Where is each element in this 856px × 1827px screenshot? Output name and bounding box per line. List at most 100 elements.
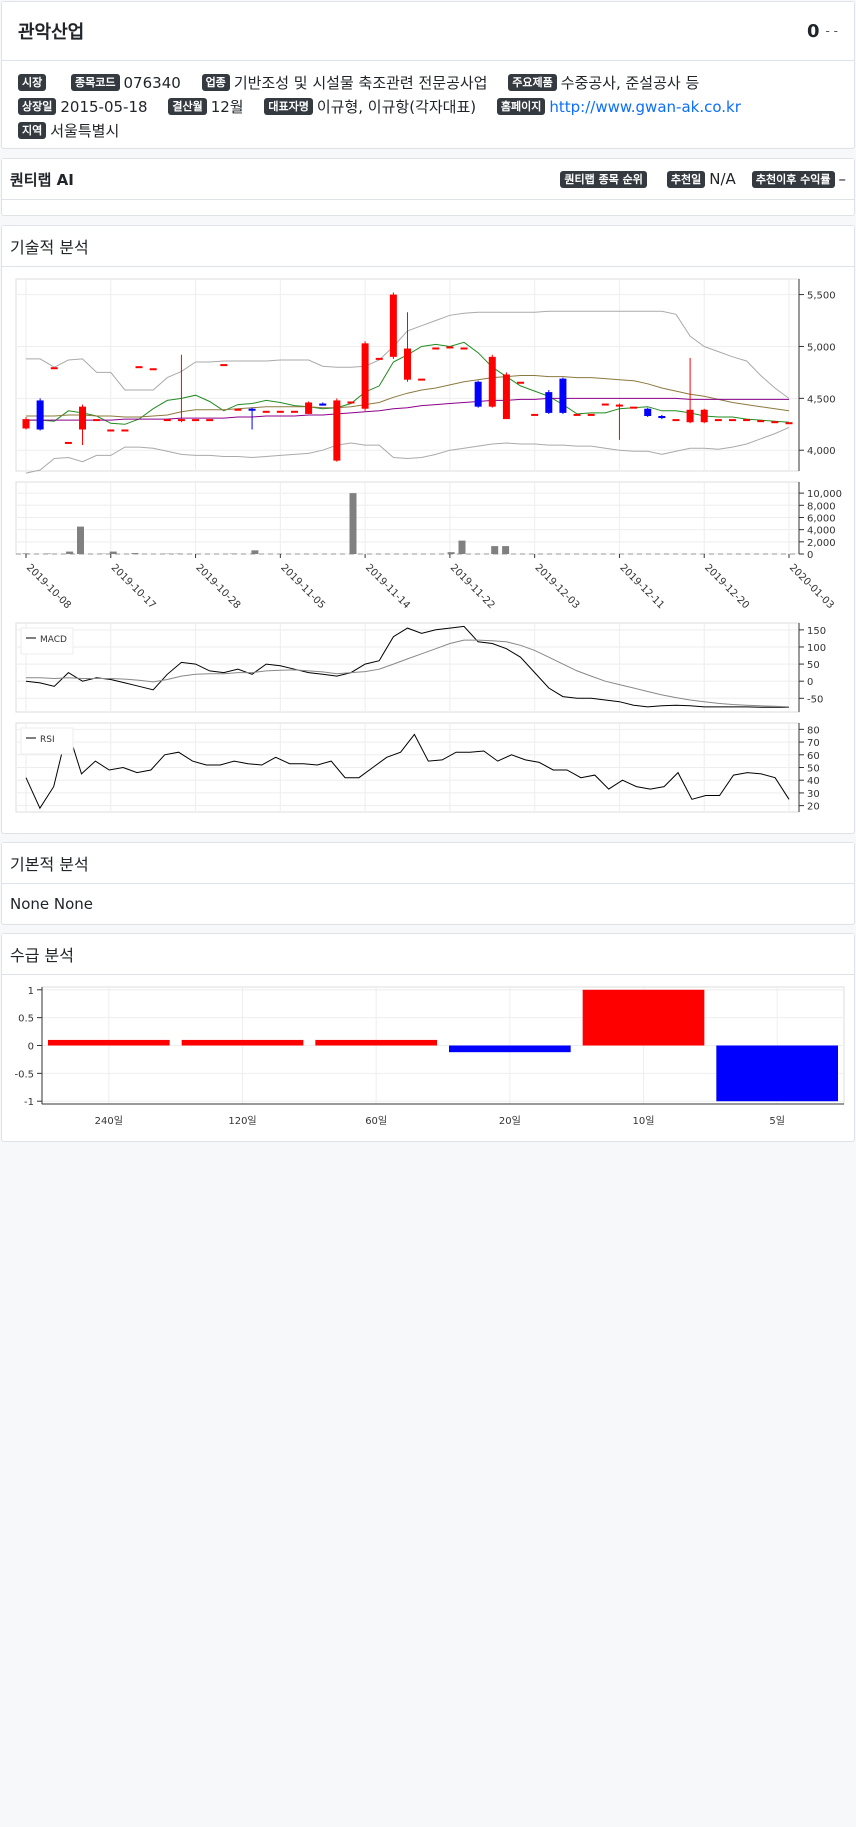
candle-body	[347, 401, 355, 404]
candle-body	[531, 413, 539, 416]
volume-bar	[447, 552, 455, 554]
supply-y-tick-label: 0.5	[18, 1014, 34, 1025]
candle-body	[785, 422, 793, 425]
technical-card: 기술적 분석 5,500 5,000 4,500 4,000 10,000 8,000 6,…	[1, 225, 855, 834]
supply-y-tick-label: -1	[24, 1097, 34, 1108]
rsi-y-tick-label: 70	[807, 738, 820, 749]
supply-x-tick-label: 20일	[499, 1115, 521, 1127]
rsi-y-tick-label: 30	[807, 789, 820, 800]
volume-bar	[491, 546, 499, 554]
supply-bar	[449, 1045, 571, 1053]
candle-body	[502, 374, 510, 420]
industry-badge: 업종	[201, 74, 230, 91]
volume-bar	[22, 553, 30, 554]
supply-x-tick-label: 240일	[95, 1115, 123, 1127]
macd-legend-label: MACD	[40, 635, 67, 645]
macd-series-line	[26, 639, 790, 708]
macd-y-tick-label: 50	[807, 660, 820, 671]
candle-body	[163, 419, 171, 422]
candle-body	[658, 415, 666, 419]
ceo: 이규형, 이규항(각자대표)	[316, 98, 477, 116]
volume-bar	[66, 551, 74, 554]
candle-body	[404, 348, 411, 380]
candle-series-line	[26, 375, 790, 418]
homepage-link[interactable]: http://www.gwan-ak.co.kr	[549, 98, 741, 116]
candle-body	[488, 356, 496, 407]
listing-date: 2015-05-18	[60, 98, 148, 116]
macd-series-line	[25, 625, 789, 708]
candle-body	[375, 357, 383, 360]
candle-y-tick-label: 4,500	[807, 394, 836, 405]
macd-legend-box	[20, 627, 74, 655]
ai-title: 퀀티랩 AI	[10, 170, 74, 189]
supply-bar	[181, 1039, 304, 1046]
volume-bar	[77, 526, 84, 554]
candle-body	[135, 366, 143, 369]
volume-y-tick-label: 8,000	[807, 501, 836, 512]
candle-y-tick-label: 5,500	[807, 291, 836, 302]
rsi-series-line	[25, 727, 790, 810]
region: 서울특별시	[50, 122, 120, 140]
candle-body	[64, 441, 72, 444]
homepage-badge: 홈페이지	[496, 98, 546, 115]
date-tick-label: 2020-01-03	[787, 562, 836, 611]
candle-body	[50, 367, 58, 370]
macd-y-tick-label: -50	[807, 694, 823, 705]
candle-body	[630, 406, 638, 409]
listing-badge: 상장일	[18, 98, 57, 115]
market-badge: 시장	[18, 74, 47, 91]
candle-body	[474, 381, 482, 407]
supply-x-tick-label: 60일	[365, 1115, 387, 1127]
candle-body	[206, 419, 214, 422]
candle-body	[460, 347, 468, 350]
volume-y-tick-label: 4,000	[807, 526, 836, 537]
candle-body	[644, 408, 652, 416]
candle-body	[615, 404, 623, 407]
date-tick-label: 2019-11-22	[448, 562, 497, 611]
candle-body	[319, 403, 327, 406]
volume-y-tick-label: 6,000	[807, 513, 836, 524]
candle-body	[361, 343, 369, 409]
candle-body	[149, 368, 157, 371]
info-line-3: 지역 서울특별시	[18, 120, 135, 141]
rsi-y-tick-label: 50	[807, 764, 820, 775]
macd-y-tick-label: 150	[807, 626, 826, 637]
company-header: 관악산업 0 - -	[2, 2, 854, 61]
candle-body	[587, 413, 595, 416]
candle-body	[446, 346, 454, 349]
volume-y-tick-label: 0	[807, 550, 813, 561]
fundamental-text: None None	[10, 895, 94, 913]
products: 수중공사, 준설공사 등	[560, 74, 700, 92]
rsi-y-tick-label: 40	[807, 776, 820, 787]
volume-bar	[349, 493, 357, 554]
supply-header: 수급 분석	[2, 934, 854, 975]
candle-body	[601, 403, 609, 406]
rec-date: N/A	[709, 170, 736, 188]
supply-y-tick-label: 1	[28, 986, 34, 997]
candle-body	[743, 419, 751, 422]
volume-y-tick-label: 10,000	[807, 489, 842, 500]
candle-body	[559, 378, 567, 413]
code-badge: 종목코드	[71, 74, 120, 91]
date-tick-label: 2019-10-08	[24, 562, 73, 611]
info-line-1: 시장 종목코드 076340 업종 기반조성 및 시설물 축조관련 전문공사업 주요…	[18, 72, 715, 93]
volume-bar	[131, 553, 139, 554]
volume-y-tick-label: 2,000	[807, 538, 836, 549]
date-tick-label: 2019-10-17	[109, 562, 158, 611]
rsi-y-tick-label: 20	[807, 802, 820, 813]
fundamental-title: 기본적 분석	[10, 855, 89, 874]
candle-y-tick-label: 4,000	[807, 446, 836, 457]
company-name: 관악산업	[18, 22, 85, 43]
supply-plot: 1 0.5 0 -0.5 -1 240일 120일 60일 20일 10일 5일	[14, 986, 845, 1127]
candle-body	[333, 400, 341, 461]
candle-body	[305, 402, 313, 414]
candle-body	[276, 410, 284, 413]
candle-body	[517, 381, 525, 384]
date-tick-label: 2019-10-28	[193, 562, 242, 611]
candle-body	[192, 419, 200, 422]
industry: 기반조성 및 시설물 축조관련 전문공사업	[233, 74, 488, 92]
rsi-y-tick-label: 80	[807, 725, 820, 736]
candle-body	[22, 419, 30, 429]
